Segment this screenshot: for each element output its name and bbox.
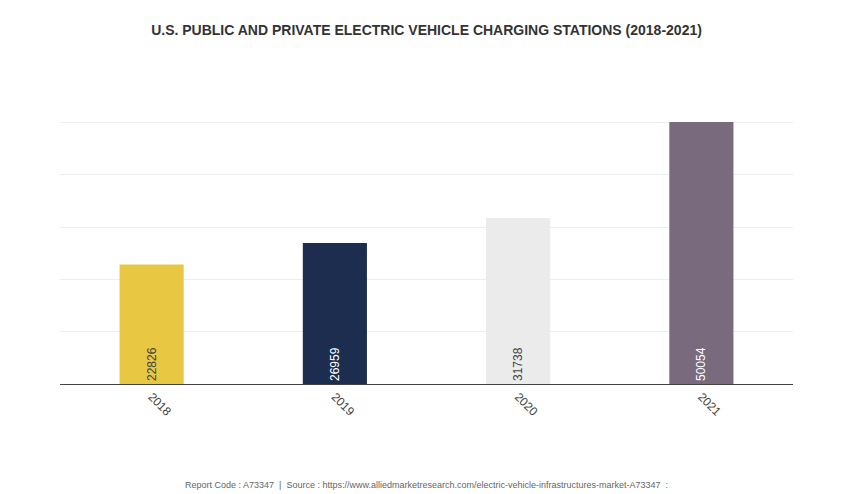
svg-text:Report Code : A73347 | Sourc: Report Code : A73347 | Source : https://… (185, 480, 668, 490)
svg-text:2021: 2021 (695, 390, 724, 419)
svg-text:U.S. PUBLIC AND PRIVATE ELECTR: U.S. PUBLIC AND PRIVATE ELECTRIC VEHICLE… (151, 22, 702, 38)
svg-text:2020: 2020 (512, 390, 541, 419)
svg-text:31738: 31738 (511, 347, 525, 381)
svg-text:50054: 50054 (694, 347, 708, 381)
svg-text:2018: 2018 (145, 390, 174, 419)
svg-text:2019: 2019 (329, 390, 358, 419)
svg-text:22826: 22826 (145, 347, 159, 381)
svg-text:26959: 26959 (328, 347, 342, 381)
